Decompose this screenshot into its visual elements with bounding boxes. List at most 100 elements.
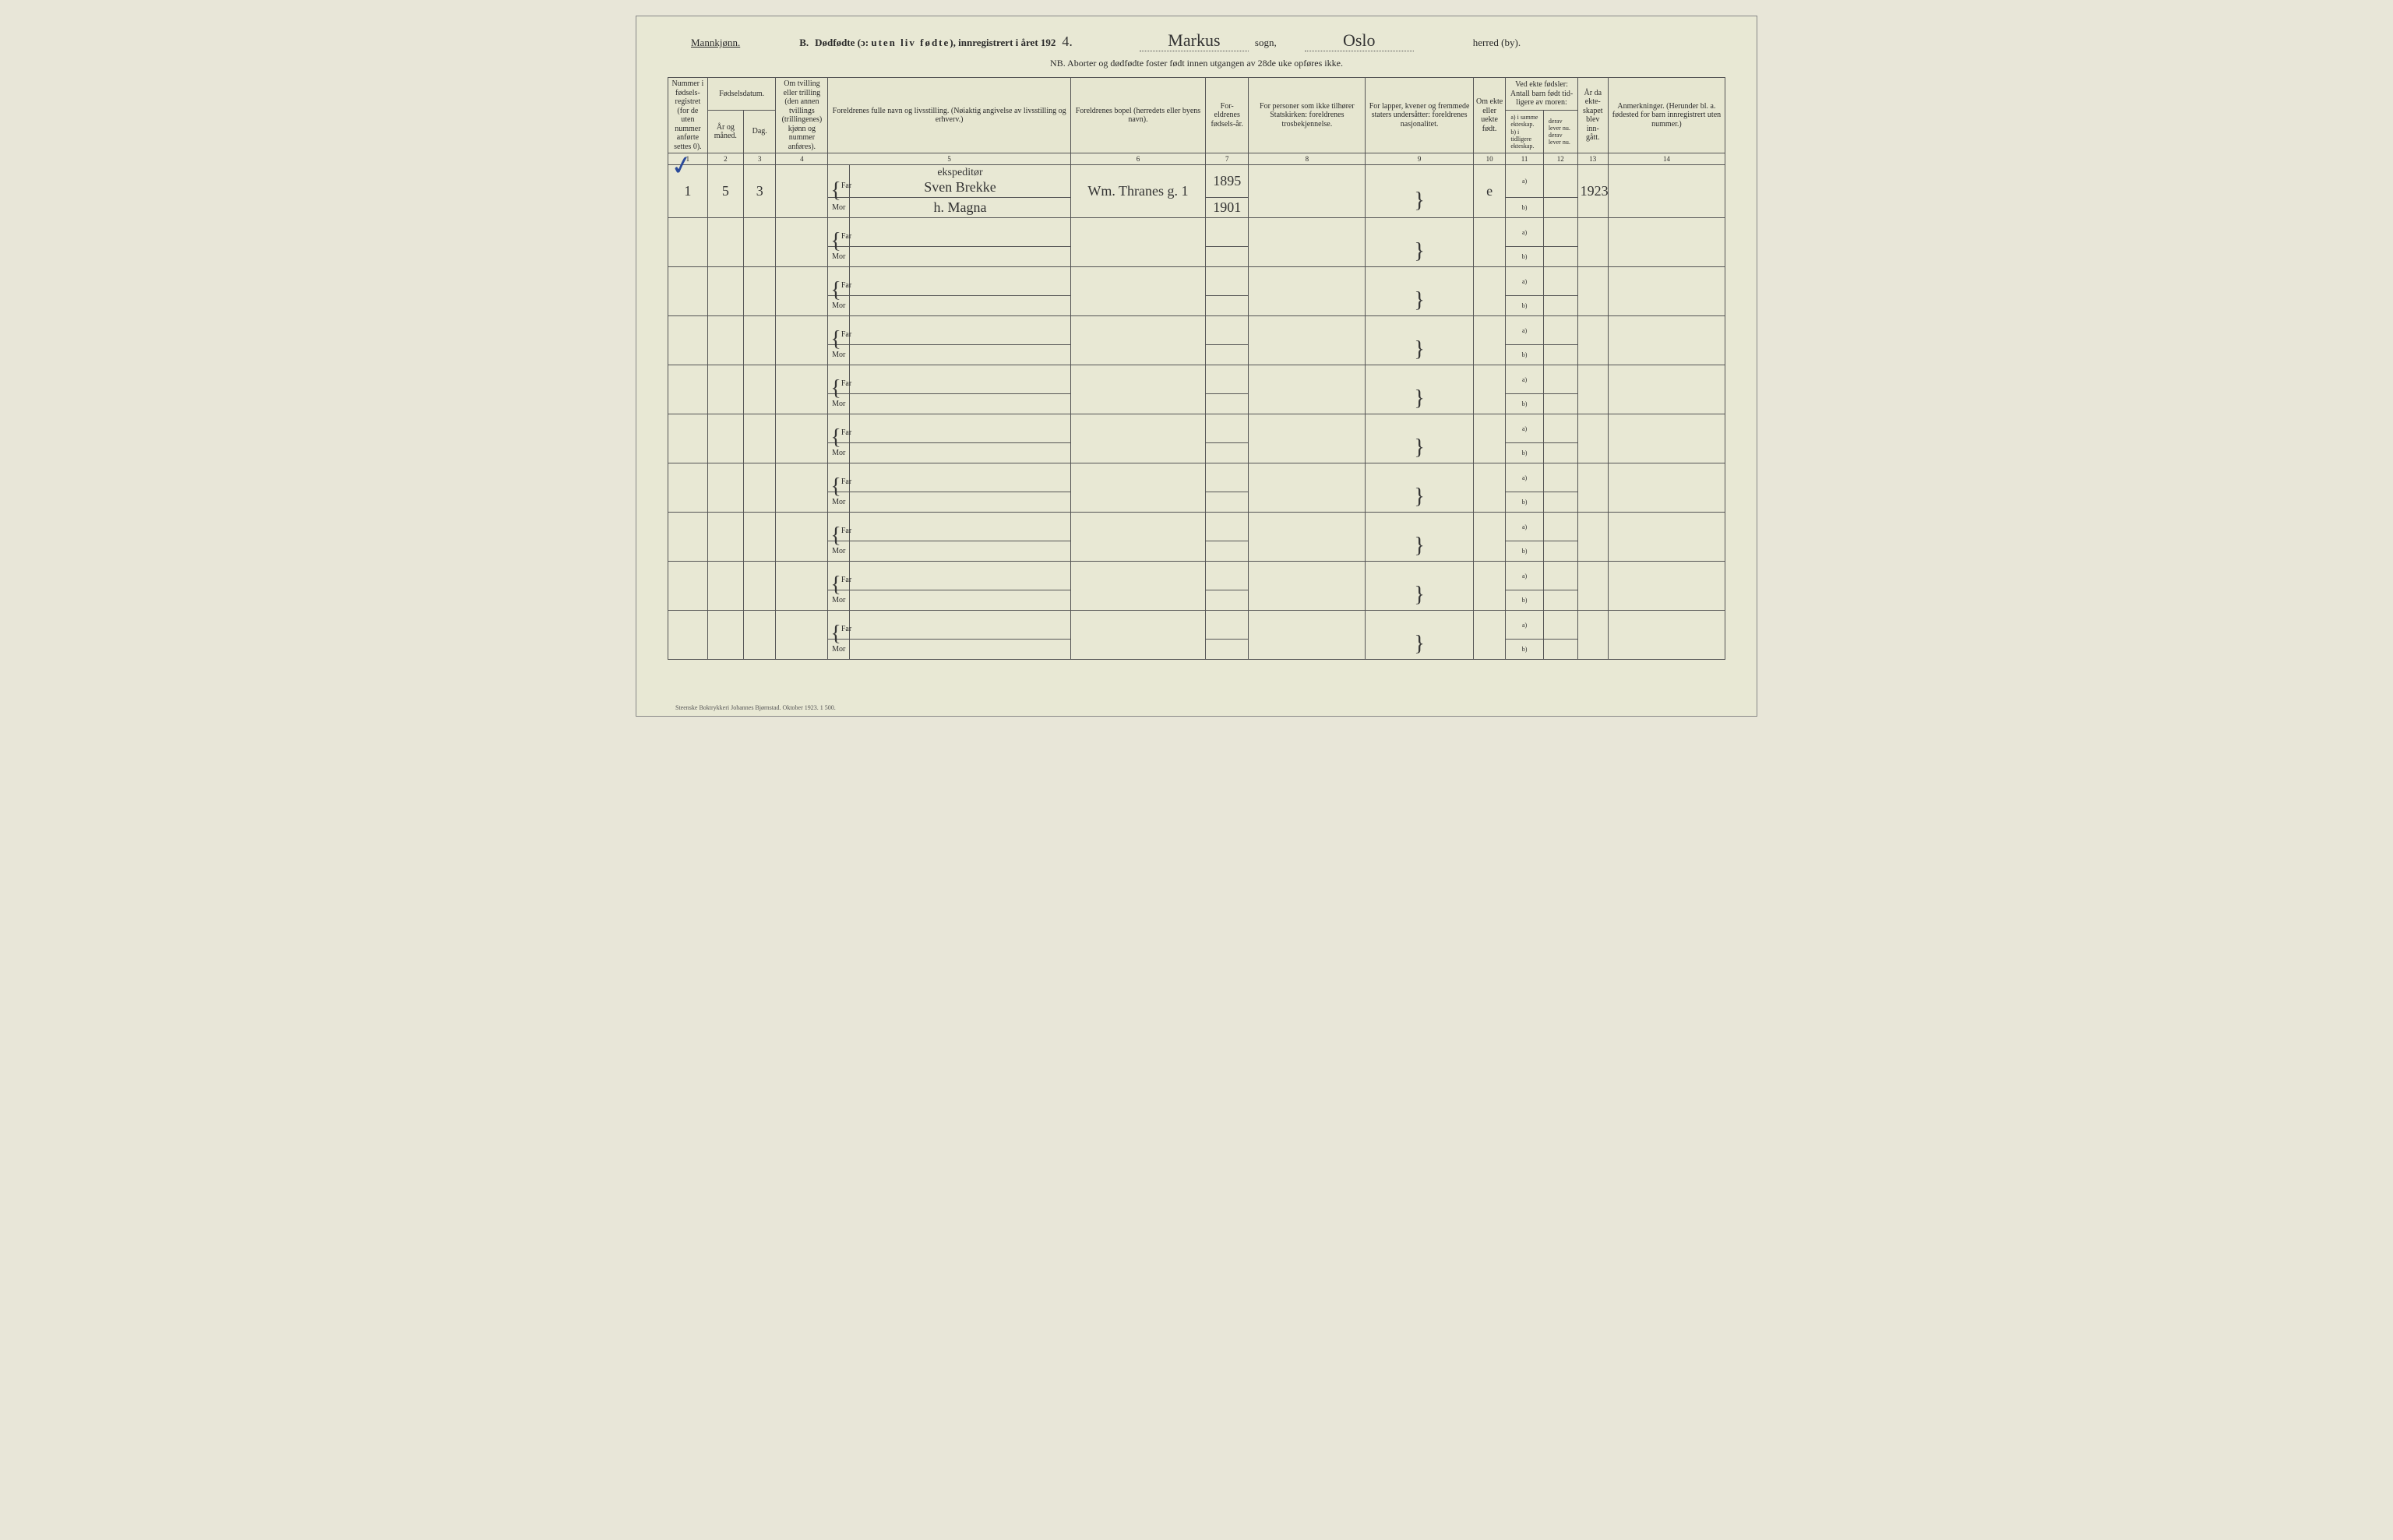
cell-address (1070, 611, 1205, 660)
table-head: Nummer i fødsels-registret (for de uten … (668, 78, 1725, 165)
cell-11b: b) (1506, 345, 1543, 365)
entry-twin (776, 165, 828, 218)
mor-name-cell (850, 492, 1071, 513)
empty-row-far: Fara) (668, 611, 1725, 640)
cell-twin (776, 316, 828, 365)
cell-address (1070, 562, 1205, 611)
far-label: Far (828, 165, 850, 198)
cell-day (743, 414, 776, 463)
cell-ekte (1473, 562, 1506, 611)
cell-11a: a) (1506, 267, 1543, 296)
col12a-text: derav lever nu. (1546, 118, 1575, 132)
far-name: Sven Brekke (852, 179, 1068, 196)
colnum-10: 10 (1473, 153, 1506, 165)
cell-11b: b) (1506, 394, 1543, 414)
mor-birthyear: 1901 (1206, 198, 1249, 218)
cell-11b: b) (1506, 443, 1543, 463)
cell-12b (1543, 541, 1577, 562)
district-label: herred (by). (1473, 37, 1521, 49)
mor-year-cell (1206, 394, 1249, 414)
entry-marriage-year: 1923 (1577, 165, 1608, 218)
cell-day (743, 365, 776, 414)
far-label: Far (828, 463, 850, 492)
cell-twin (776, 267, 828, 316)
col8-header: For personer som ikke tilhører Statskirk… (1249, 78, 1366, 153)
cell-12b (1543, 590, 1577, 611)
cell-twin (776, 218, 828, 267)
col7-header: For-eldrenes fødsels-år. (1206, 78, 1249, 153)
cell-11a: a) (1506, 316, 1543, 345)
cell-11b: b) (1506, 590, 1543, 611)
empty-row-far: Far a) (668, 463, 1725, 492)
cell-address (1070, 218, 1205, 267)
cell-14 (1608, 463, 1725, 513)
cell-11a: a) (1506, 513, 1543, 541)
cell-ekte (1473, 463, 1506, 513)
cell-13 (1577, 513, 1608, 562)
colnum-6: 6 (1070, 153, 1205, 165)
cell-num (668, 218, 708, 267)
cell-num (668, 267, 708, 316)
far-label: Far (828, 267, 850, 296)
cell-month (707, 365, 743, 414)
mor-name-cell (850, 247, 1071, 267)
cell-ekte (1473, 316, 1506, 365)
colnum-11: 11 (1506, 153, 1543, 165)
far-label: Far (828, 316, 850, 345)
entry-c12a (1543, 165, 1577, 198)
cell-12a (1543, 267, 1577, 296)
cell-nat (1366, 414, 1473, 463)
far-year-cell (1206, 365, 1249, 394)
mor-name-cell (850, 296, 1071, 316)
far-year-cell (1206, 463, 1249, 492)
cell-ekte (1473, 611, 1506, 660)
col11b-text: b) i tidligere ekteskap. (1508, 129, 1540, 150)
cell-day (743, 463, 776, 513)
empty-row-far: Far a) (668, 316, 1725, 345)
far-name-cell (850, 513, 1071, 541)
cell-twin (776, 365, 828, 414)
mor-name-cell (850, 640, 1071, 660)
cell-month (707, 267, 743, 316)
cell-faith (1249, 513, 1366, 562)
entry-c11a: a) (1506, 165, 1543, 198)
col13-header: År da ekte-skapet blev inn-gått. (1577, 78, 1608, 153)
nb-note: NB. Aborter og dødfødte foster født inne… (668, 58, 1725, 69)
cell-11a: a) (1506, 463, 1543, 492)
far-name-cell (850, 218, 1071, 247)
cell-14 (1608, 611, 1725, 660)
cell-address (1070, 463, 1205, 513)
colnum-9: 9 (1366, 153, 1473, 165)
col4-header: Om tvilling eller trilling (den annen tv… (776, 78, 828, 153)
register-page: Mannkjønn. B. Dødfødte (ɔ: uten liv født… (636, 16, 1757, 717)
entry-row-far: 1 5 3 Far ekspeditør Sven Brekke Wm. Thr… (668, 165, 1725, 198)
cell-11a: a) (1506, 218, 1543, 247)
mor-year-cell (1206, 492, 1249, 513)
col11-top-header: Ved ekte fødsler: Antall barn født tid-l… (1506, 78, 1577, 111)
entry-c12b (1543, 198, 1577, 218)
far-label: Far (828, 611, 850, 640)
section-label: B. (799, 37, 809, 49)
cell-12b (1543, 296, 1577, 316)
cell-num (668, 463, 708, 513)
cell-11a: a) (1506, 562, 1543, 590)
cell-12a (1543, 365, 1577, 394)
far-name-cell (850, 267, 1071, 296)
cell-twin (776, 414, 828, 463)
colnum-7: 7 (1206, 153, 1249, 165)
far-year-cell (1206, 316, 1249, 345)
col11a-header: a) i samme ekteskap. b) i tidligere ekte… (1506, 111, 1543, 153)
district-field: Oslo (1305, 30, 1414, 51)
entry-address: Wm. Thranes g. 1 (1070, 165, 1205, 218)
cell-num (668, 611, 708, 660)
cell-faith (1249, 267, 1366, 316)
cell-num (668, 513, 708, 562)
colnum-8: 8 (1249, 153, 1366, 165)
cell-11a: a) (1506, 365, 1543, 394)
colnum-12: 12 (1543, 153, 1577, 165)
entry-ekte: e (1473, 165, 1506, 218)
entry-day: 3 (743, 165, 776, 218)
cell-twin (776, 611, 828, 660)
cell-address (1070, 267, 1205, 316)
table-body: 1 5 3 Far ekspeditør Sven Brekke Wm. Thr… (668, 165, 1725, 660)
